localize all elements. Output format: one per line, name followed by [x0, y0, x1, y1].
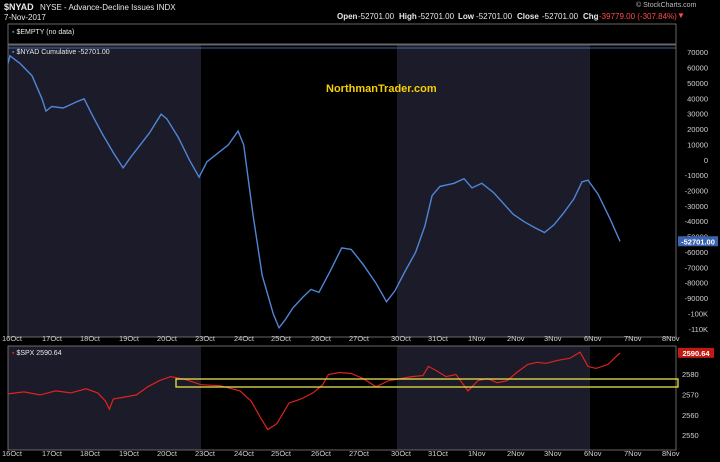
y-tick-label: 50000 — [687, 79, 708, 88]
y-tick-label: -110K — [689, 325, 708, 334]
close-label: Close — [517, 12, 539, 21]
x-tick-label: 20Oct — [157, 449, 178, 458]
x-tick-label: 16Oct — [2, 334, 23, 343]
y-tick-label: -40000 — [685, 217, 708, 226]
spx-last-value-tag — [678, 347, 714, 358]
x-tick-label: 1Nov — [468, 334, 486, 343]
y-tick-label: 20000 — [687, 125, 708, 134]
y-tick-label: 40000 — [687, 94, 708, 103]
x-tick-label: 24Oct — [234, 449, 255, 458]
x-tick-label: 17Oct — [42, 449, 63, 458]
x-tick-label: 18Oct — [80, 449, 101, 458]
y-tick-label: 10000 — [687, 140, 708, 149]
nyad-last-value-label: -52701.00 — [681, 237, 715, 246]
close-value: -52701.00 — [542, 12, 579, 21]
empty-panel-frame — [7, 23, 677, 45]
spx-y-tick-label: 2570 — [682, 390, 699, 399]
x-tick-label: 6Nov — [584, 334, 602, 343]
x-tick-label: 19Oct — [119, 449, 140, 458]
high-value: -52701.00 — [418, 12, 455, 21]
y-tick-label: -60000 — [685, 248, 708, 257]
x-tick-label: 8Nov — [662, 449, 680, 458]
y-tick-label: 60000 — [687, 64, 708, 73]
symbol-description: NYSE - Advance-Decline Issues INDX — [40, 3, 176, 12]
x-tick-label: 7Nov — [624, 334, 642, 343]
chart-date: 7-Nov-2017 — [4, 13, 46, 22]
y-tick-label: -100K — [688, 309, 708, 318]
spx-panel-frame — [7, 345, 677, 451]
x-tick-label: 20Oct — [157, 334, 178, 343]
highlight-box — [175, 378, 679, 388]
y-tick-label: 30000 — [687, 110, 708, 119]
x-tick-label: 31Oct — [428, 334, 449, 343]
x-tick-label: 31Oct — [428, 449, 449, 458]
x-tick-label: 27Oct — [349, 449, 370, 458]
chg-down-arrow-icon: ▼ — [677, 11, 685, 20]
legend-empty-swatch-icon: ▪ — [12, 29, 15, 36]
symbol: $NYAD — [4, 2, 34, 12]
y-tick-label: -10000 — [685, 171, 708, 180]
x-tick-label: 26Oct — [311, 334, 332, 343]
x-tick-label: 7Nov — [624, 449, 642, 458]
x-tick-label: 8Nov — [662, 334, 680, 343]
x-tick-label: 27Oct — [349, 334, 370, 343]
chg-value: -39779.00 (-307.84%) — [599, 12, 677, 21]
high-label: High — [399, 12, 417, 21]
x-tick-label: 3Nov — [544, 449, 562, 458]
x-tick-label: 18Oct — [80, 334, 101, 343]
legend-nyad-label: $NYAD Cumulative -52701.00 — [16, 49, 110, 56]
nyad-panel-frame — [7, 44, 677, 338]
y-tick-label: -90000 — [685, 294, 708, 303]
x-tick-label: 23Oct — [195, 449, 216, 458]
legend-spx-label: $SPX 2590.64 — [16, 350, 62, 357]
week-shade-band — [397, 346, 590, 450]
legend-empty-label: $EMPTY (no data) — [16, 29, 75, 36]
nyad-last-value-tag — [678, 236, 718, 247]
x-tick-label: 1Nov — [468, 449, 486, 458]
x-tick-label: 23Oct — [195, 334, 216, 343]
spx-series-line — [8, 351, 621, 431]
open-label: Open — [337, 12, 358, 21]
legend-nyad: ▪ $NYAD Cumulative -52701.00 — [12, 49, 110, 56]
x-tick-label: 2Nov — [507, 449, 525, 458]
week-shade-band — [8, 346, 201, 450]
spx-y-tick-label: 2580 — [682, 370, 699, 379]
x-tick-label: 19Oct — [119, 334, 140, 343]
y-tick-label: 70000 — [687, 48, 708, 57]
x-tick-label: 25Oct — [271, 334, 292, 343]
x-tick-label: 30Oct — [391, 334, 412, 343]
x-tick-label: 3Nov — [544, 334, 562, 343]
x-tick-label: 16Oct — [2, 449, 23, 458]
chg-label: Chg — [583, 12, 599, 21]
spx-y-tick-label: 2550 — [682, 431, 699, 440]
spx-last-value-label: 2590.64 — [682, 349, 710, 358]
x-tick-label: 26Oct — [311, 449, 332, 458]
legend-spx: ▪ $SPX 2590.64 — [12, 350, 62, 357]
y-tick-label: -70000 — [685, 263, 708, 272]
source-credit: © StockCharts.com — [636, 2, 697, 9]
chart-header: $NYAD NYSE - Advance-Decline Issues INDX… — [0, 0, 720, 22]
x-tick-label: 25Oct — [271, 449, 292, 458]
low-label: Low — [458, 12, 474, 21]
y-tick-label: 0 — [704, 156, 708, 165]
y-tick-label: -20000 — [685, 187, 708, 196]
x-tick-label: 17Oct — [42, 334, 63, 343]
open-value: -52701.00 — [358, 12, 395, 21]
nyad-series-line — [8, 54, 621, 330]
spx-y-tick-label: 2560 — [682, 411, 699, 420]
x-tick-label: 2Nov — [507, 334, 525, 343]
y-tick-label: -80000 — [685, 279, 708, 288]
legend-spx-swatch-icon: ▪ — [12, 350, 15, 357]
x-tick-label: 24Oct — [234, 334, 255, 343]
legend-empty: ▪ $EMPTY (no data) — [12, 29, 74, 36]
x-tick-label: 30Oct — [391, 449, 412, 458]
x-tick-label: 6Nov — [584, 449, 602, 458]
watermark: NorthmanTrader.com — [326, 83, 437, 95]
legend-nyad-swatch-icon: ▪ — [12, 49, 15, 56]
y-tick-label: -30000 — [685, 202, 708, 211]
week-shade-band — [397, 45, 590, 337]
low-value: -52701.00 — [476, 12, 513, 21]
